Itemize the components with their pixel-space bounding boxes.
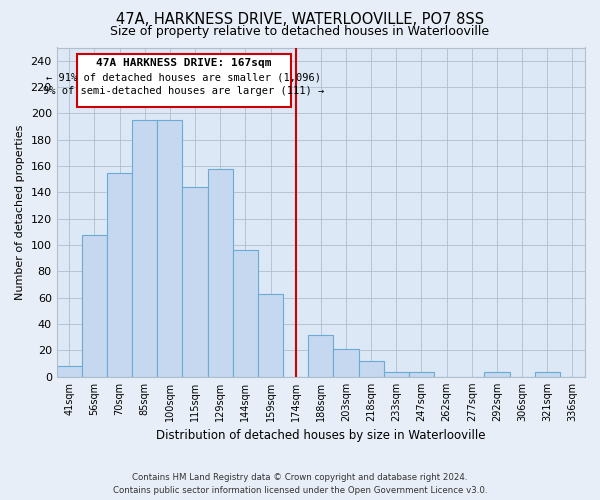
Bar: [535, 372, 560, 377]
Bar: [308, 334, 334, 377]
Y-axis label: Number of detached properties: Number of detached properties: [15, 124, 25, 300]
Bar: [334, 349, 359, 377]
Bar: [233, 250, 258, 377]
Bar: [182, 187, 208, 377]
Bar: [208, 168, 233, 377]
Bar: [82, 234, 107, 377]
Text: 47A, HARKNESS DRIVE, WATERLOOVILLE, PO7 8SS: 47A, HARKNESS DRIVE, WATERLOOVILLE, PO7 …: [116, 12, 484, 28]
Text: ← 91% of detached houses are smaller (1,096): ← 91% of detached houses are smaller (1,…: [46, 72, 321, 83]
Bar: [409, 372, 434, 377]
Bar: [56, 366, 82, 377]
Bar: [132, 120, 157, 377]
Bar: [157, 120, 182, 377]
Text: Size of property relative to detached houses in Waterlooville: Size of property relative to detached ho…: [110, 25, 490, 38]
Text: 47A HARKNESS DRIVE: 167sqm: 47A HARKNESS DRIVE: 167sqm: [96, 58, 271, 68]
Bar: [107, 172, 132, 377]
FancyBboxPatch shape: [77, 54, 290, 107]
X-axis label: Distribution of detached houses by size in Waterlooville: Distribution of detached houses by size …: [156, 430, 485, 442]
Bar: [484, 372, 509, 377]
Text: Contains HM Land Registry data © Crown copyright and database right 2024.
Contai: Contains HM Land Registry data © Crown c…: [113, 473, 487, 495]
Bar: [359, 361, 384, 377]
Text: 9% of semi-detached houses are larger (111) →: 9% of semi-detached houses are larger (1…: [43, 86, 325, 96]
Bar: [258, 294, 283, 377]
Bar: [384, 372, 409, 377]
